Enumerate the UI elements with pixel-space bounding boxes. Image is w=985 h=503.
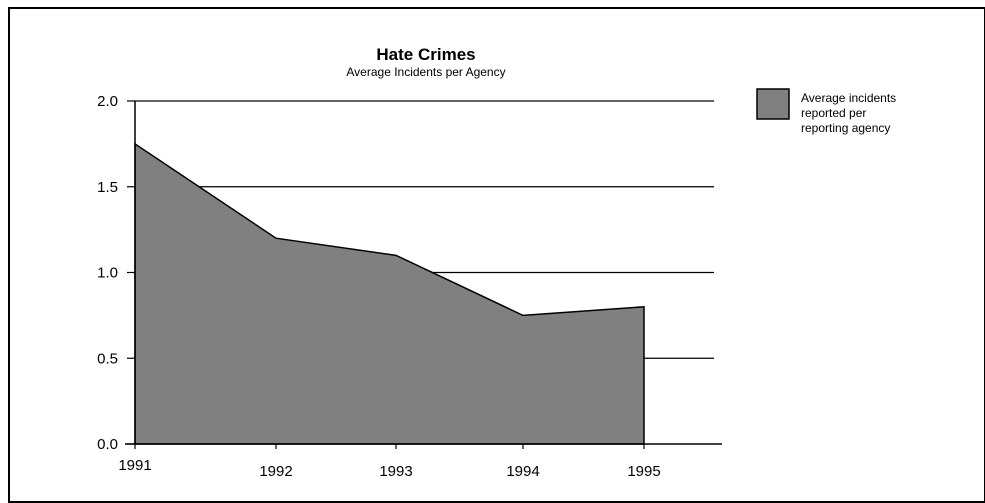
legend-label-line-2: reported per [801, 106, 866, 120]
series-area [135, 144, 644, 444]
x-tick-label: 1993 [379, 463, 412, 480]
x-tick-labels: 1991 1992 1993 1994 1995 [118, 457, 660, 480]
x-tick-label: 1995 [627, 463, 660, 480]
y-tick-labels: 0.0 0.5 1.0 1.5 2.0 [97, 93, 118, 453]
legend-label-line-1: Average incidents [801, 91, 896, 105]
y-tick-label: 1.5 [97, 179, 118, 196]
x-tick-label: 1991 [118, 457, 151, 474]
legend-label-line-3: reporting agency [801, 121, 890, 135]
legend: Average incidents reported per reporting… [757, 89, 896, 135]
y-tick-label: 0.0 [97, 436, 118, 453]
y-tick-label: 0.5 [97, 350, 118, 367]
x-tick-label: 1994 [506, 463, 539, 480]
chart-title: Hate Crimes [376, 45, 475, 64]
legend-swatch [757, 89, 789, 119]
chart-subtitle: Average Incidents per Agency [346, 65, 505, 79]
x-tick-label: 1992 [259, 463, 292, 480]
y-tick-label: 1.0 [97, 265, 118, 282]
y-tick-label: 2.0 [97, 93, 118, 110]
